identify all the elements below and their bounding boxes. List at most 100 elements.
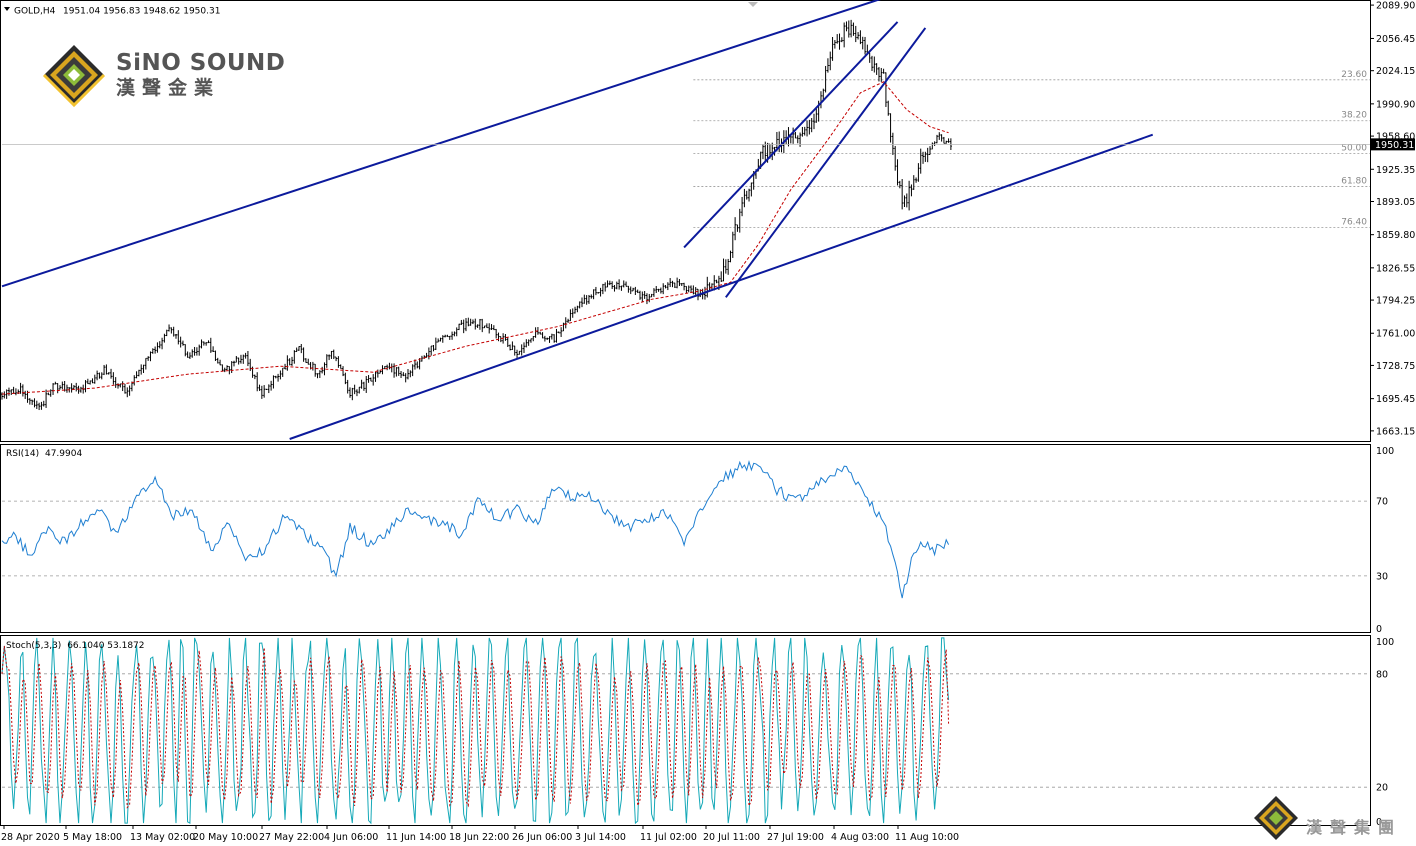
price-tick-label: 1990.90: [1376, 99, 1415, 110]
ohlc-bar: [641, 291, 644, 302]
ohlc-bar: [186, 351, 189, 358]
ohlc-bar: [42, 400, 45, 407]
ohlc-bar: [567, 318, 570, 323]
ohlc-bar: [388, 362, 391, 370]
ohlc-bar: [128, 385, 131, 396]
ohlc-bar: [277, 373, 280, 382]
ohlc-bar: [374, 371, 377, 382]
ohlc-bar: [764, 141, 767, 163]
time-tick-label: 4 Jun 06:00: [324, 832, 378, 843]
price-tick: 1794.25: [1370, 296, 1415, 307]
lower-channel-line[interactable]: [289, 133, 1154, 440]
time-tick-label: 3 Jul 14:00: [575, 832, 626, 843]
ohlc-bar: [65, 384, 68, 393]
ohlc-bar: [639, 290, 641, 300]
ohlc-bar: [198, 344, 201, 356]
steep-channel-lower[interactable]: [725, 27, 927, 298]
ohlc-bar: [344, 372, 347, 385]
ohlc-bar: [214, 350, 217, 362]
ohlc-bar: [304, 358, 307, 363]
stoch-axis: 100 80 20 0: [1376, 637, 1394, 828]
ohlc-bar: [335, 356, 338, 362]
price-tick-label: 2089.90: [1376, 1, 1415, 12]
price-tick: 1826.55: [1370, 263, 1415, 274]
ohlc-bar: [715, 279, 718, 284]
ohlc-bar: [260, 385, 263, 399]
ohlc-bar: [270, 380, 273, 391]
ohlc-bar: [400, 370, 403, 379]
ohlc-bar: [847, 20, 850, 38]
ohlc-bar: [409, 370, 412, 378]
ohlc-bar: [230, 361, 233, 373]
ohlc-bar: [627, 285, 630, 293]
fib-label: 50.00: [1341, 144, 1367, 154]
ohlc-bar: [671, 280, 674, 288]
ohlc-bar: [833, 40, 836, 49]
steep-channel-upper[interactable]: [683, 21, 899, 249]
ohlc-bar: [875, 63, 878, 75]
rsi-axis: 100 70 30 0: [1376, 446, 1394, 635]
ohlc-bar: [395, 367, 398, 377]
ohlc-bar: [59, 385, 61, 390]
ohlc-bar: [205, 342, 208, 346]
ohlc-bar: [274, 375, 277, 379]
ohlc-bar: [629, 286, 632, 295]
ohlc-bar: [349, 387, 351, 398]
ohlc-bar: [360, 379, 363, 389]
ohlc-bar: [168, 324, 171, 332]
ohlc-bar: [112, 372, 115, 385]
price-tick: 1728.75: [1370, 361, 1415, 372]
time-tick: 5 May 18:00: [63, 825, 122, 843]
ohlc-bar: [342, 366, 345, 377]
ohlc-bar: [339, 364, 342, 370]
ohlc-bar: [140, 364, 143, 375]
ohlc-bar: [829, 51, 832, 71]
ohlc-bar: [650, 293, 653, 298]
price-tick-label: 1859.80: [1376, 230, 1415, 241]
logo-text-cn: 漢聲金業: [116, 76, 220, 99]
ohlc-bar: [28, 398, 31, 405]
ohlc-bar: [843, 22, 846, 48]
ohlc-bar: [307, 358, 310, 365]
price-tick-label: 1925.35: [1376, 165, 1415, 176]
ohlc-bar: [355, 389, 358, 397]
ohlc-readout: 1951.04 1956.83 1948.62 1950.31: [63, 7, 220, 17]
ohlc-bar: [284, 363, 287, 370]
ohlc-bar: [664, 285, 667, 289]
ohlc-bar: [265, 388, 268, 390]
ohlc-bar: [318, 370, 321, 378]
ohlc-bar: [38, 402, 41, 411]
ohlc-bar: [880, 67, 883, 82]
chart-shift-marker-icon[interactable]: [748, 2, 758, 7]
ohlc-bar: [460, 319, 463, 325]
ohlc-bar: [165, 329, 168, 337]
current-price-tag: 1950.31: [2, 138, 1415, 151]
ohlc-bar: [854, 25, 857, 43]
time-tick-label: 11 Jul 02:00: [640, 832, 697, 843]
ohlc-bar: [678, 279, 681, 287]
price-tick: 1925.35: [1370, 165, 1415, 176]
ohlc-bar: [253, 374, 256, 380]
ohlc-bar: [676, 277, 679, 289]
ohlc-bar: [49, 389, 52, 397]
ohlc-bar: [179, 336, 182, 348]
watermark: 漢聲集團: [1254, 796, 1394, 840]
ohlc-bar: [100, 372, 103, 380]
ohlc-bar: [613, 285, 616, 292]
ohlc-bar: [390, 363, 393, 373]
ohlc-bar: [499, 336, 502, 343]
fib-level: 38.20: [693, 111, 1370, 122]
menu-triangle-icon[interactable]: [4, 7, 10, 11]
ohlc-bar: [323, 362, 326, 376]
trendlines[interactable]: [1, 0, 1154, 440]
upper-channel-line[interactable]: [1, 0, 893, 288]
ohlc-bar: [945, 140, 948, 144]
ohlc-bar: [103, 364, 106, 376]
ohlc-bar: [3, 391, 6, 399]
ohlc-bar: [19, 382, 22, 394]
price-tick: 1663.15: [1370, 426, 1415, 437]
ohlc-bar: [729, 250, 732, 263]
ohlc-bar: [158, 341, 161, 349]
ohlc-bar: [256, 372, 259, 392]
